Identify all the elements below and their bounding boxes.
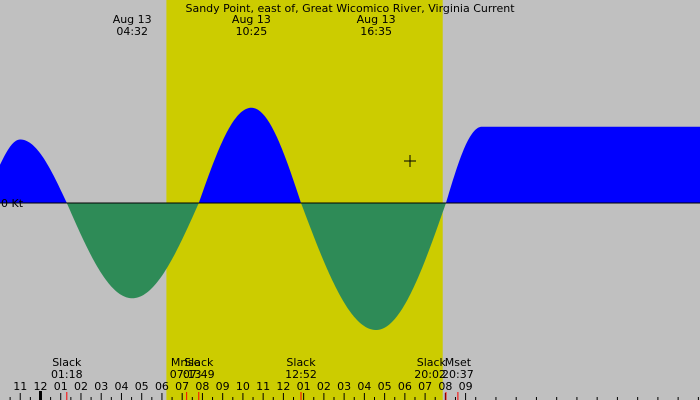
hour-tick-label: 05 bbox=[135, 380, 149, 393]
peak-time-label: 16:35 bbox=[360, 25, 392, 38]
hour-tick-label: 01 bbox=[297, 380, 311, 393]
event-time-label: 12:52 bbox=[285, 368, 317, 381]
y-axis-zero-label: 0 Kt bbox=[1, 197, 24, 210]
event-time-label: 20:37 bbox=[442, 368, 474, 381]
hour-tick-label: 11 bbox=[256, 380, 270, 393]
event-time-label: 20:02 bbox=[414, 368, 446, 381]
hour-tick-labels: 11 12 01 02 03 04 05 06 07 08 09 10 11 12 01 02 03 04 05 06… bbox=[13, 380, 472, 393]
hour-tick-label: 01 bbox=[54, 380, 68, 393]
peak-date-label: Aug 13 bbox=[357, 13, 396, 26]
hour-tick-label: 02 bbox=[317, 380, 331, 393]
chart-title: Sandy Point, east of, Great Wicomico Riv… bbox=[185, 2, 515, 15]
hour-tick-label: 08 bbox=[195, 380, 209, 393]
event-name-label: Slack bbox=[184, 356, 214, 369]
flood-current-area bbox=[0, 107, 700, 203]
hour-tick-label: 09 bbox=[459, 380, 473, 393]
event-time-label: 01:18 bbox=[51, 368, 83, 381]
peak-date-label: Aug 13 bbox=[113, 13, 152, 26]
hour-tick-label: 07 bbox=[418, 380, 432, 393]
hour-tick-label: 12 bbox=[33, 380, 47, 393]
peak-time-label: 04:32 bbox=[116, 25, 148, 38]
hour-tick-label: 07 bbox=[175, 380, 189, 393]
hour-tick-label: 12 bbox=[276, 380, 290, 393]
hour-tick-label: 04 bbox=[114, 380, 128, 393]
hour-tick-label: 03 bbox=[94, 380, 108, 393]
event-time-label: 07:13 bbox=[170, 368, 202, 381]
event-labels: Slack01:18Mrise07:13Slack07:49Slack12:52… bbox=[51, 356, 474, 381]
peak-time-label: 10:25 bbox=[236, 25, 268, 38]
hour-tick-label: 03 bbox=[337, 380, 351, 393]
hour-tick-label: 08 bbox=[438, 380, 452, 393]
hour-tick-label: 06 bbox=[155, 380, 169, 393]
peak-date-label: Aug 13 bbox=[232, 13, 271, 26]
event-name-label: Slack bbox=[286, 356, 316, 369]
hour-tick-label: 11 bbox=[13, 380, 27, 393]
crosshair-cursor-icon bbox=[404, 155, 416, 167]
hour-tick-label: 02 bbox=[74, 380, 88, 393]
event-time-label: 07:49 bbox=[183, 368, 215, 381]
event-name-label: Mset bbox=[445, 356, 472, 369]
hour-tick-label: 05 bbox=[378, 380, 392, 393]
hour-tick-label: 10 bbox=[236, 380, 250, 393]
event-name-label: Slack bbox=[417, 356, 447, 369]
ebb-current-area bbox=[0, 203, 700, 330]
event-name-label: Slack bbox=[52, 356, 82, 369]
hour-tick-label: 06 bbox=[398, 380, 412, 393]
hour-tick-label: 09 bbox=[216, 380, 230, 393]
event-name-label: Mrise bbox=[171, 356, 201, 369]
hour-tick-label: 04 bbox=[357, 380, 371, 393]
